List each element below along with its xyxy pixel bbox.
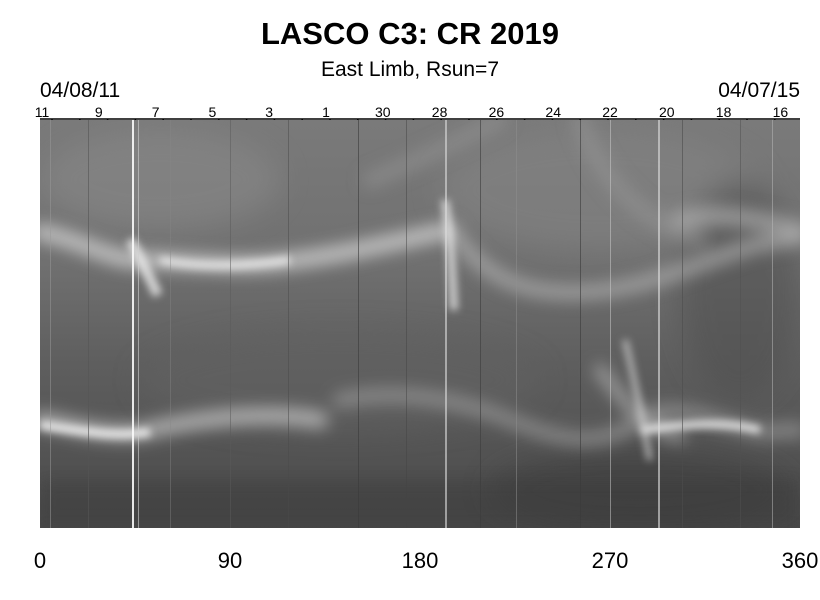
synoptic-map-image [40, 120, 800, 528]
plot-title: LASCO C3: CR 2019 [260, 16, 560, 51]
image-streak [445, 120, 447, 528]
date-tick-label: 22 [602, 104, 618, 120]
image-streak [480, 120, 481, 528]
date-tick-label: 1 [322, 104, 330, 120]
x-tick-label: 0 [33, 548, 47, 573]
plot-subtitle: East Limb, Rsun=7 [320, 58, 499, 81]
date-tick-label: 16 [773, 104, 789, 120]
date-tick-label: 9 [95, 104, 103, 120]
date-tick-label: 30 [375, 104, 391, 120]
date-tick-label: 3 [265, 104, 273, 120]
date-tick-label: 11 [35, 104, 50, 120]
x-tick-label: 360 [781, 548, 819, 573]
date-tick-label: 7 [152, 104, 160, 120]
image-streak [516, 120, 517, 528]
image-streak [772, 120, 773, 528]
x-tick-label: 180 [401, 548, 439, 573]
image-streak [610, 120, 611, 528]
image-streak [170, 120, 171, 528]
date-tick-label: 24 [545, 104, 561, 120]
image-streak [288, 120, 289, 528]
date-tick-label: 28 [432, 104, 448, 120]
image-streak [230, 120, 231, 528]
image-streak [580, 120, 581, 528]
image-streak [358, 120, 359, 528]
date-tick-label: 26 [489, 104, 505, 120]
image-streak [740, 120, 741, 528]
date-axis: 11 9 7 5 3 1 30 28 26 24 22 20 18 16 [35, 104, 800, 131]
image-streak [50, 120, 51, 528]
image-streak [406, 120, 407, 528]
image-streak [138, 120, 139, 528]
image-streak [88, 120, 89, 528]
x-tick-label: 90 [217, 548, 243, 573]
x-axis: 0 90 180 270 360 [0, 548, 820, 578]
image-streak [132, 120, 134, 528]
date-tick-label: 5 [209, 104, 217, 120]
image-streak [658, 120, 660, 528]
end-date-label: 04/07/15 [718, 79, 800, 102]
x-tick-label: 270 [591, 548, 629, 573]
date-tick-label: 18 [716, 104, 732, 120]
date-tick-label: 20 [659, 104, 675, 120]
start-date-label: 04/08/11 [40, 79, 121, 102]
image-streak [682, 120, 683, 528]
